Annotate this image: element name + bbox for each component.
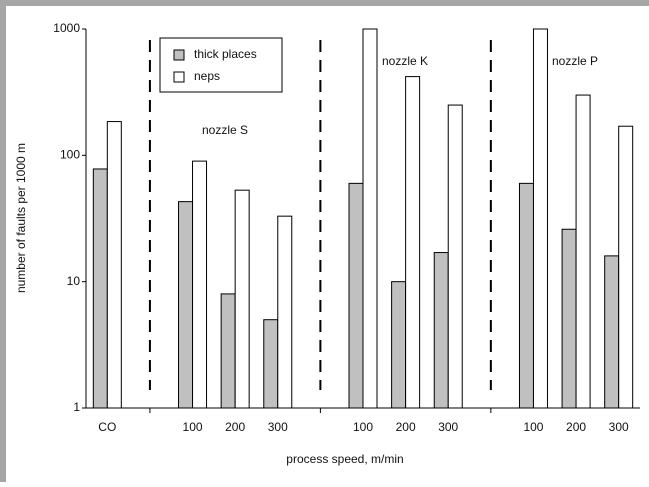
- y-tick-label: 10: [67, 274, 81, 288]
- bar: [220, 293, 236, 409]
- x-tick-label: 100: [523, 420, 543, 434]
- x-tick-label: 300: [438, 420, 458, 434]
- bar: [447, 104, 463, 409]
- x-tick-label: 200: [225, 420, 245, 434]
- legend-swatch: [173, 71, 185, 83]
- bar: [604, 255, 620, 409]
- frame-top: [0, 0, 649, 6]
- legend-swatch: [173, 49, 185, 61]
- bar: [348, 182, 364, 409]
- bar: [405, 76, 421, 409]
- bar: [178, 201, 194, 409]
- bar: [277, 215, 293, 409]
- bar: [106, 121, 122, 409]
- y-tick-label: 100: [60, 148, 80, 162]
- y-tick-label: 1: [73, 400, 80, 414]
- group-label: nozzle K: [382, 54, 428, 68]
- group-label: nozzle S: [202, 123, 248, 137]
- legend-label: thick places: [194, 47, 257, 61]
- x-tick-label: CO: [98, 420, 116, 434]
- x-tick-label: 100: [353, 420, 373, 434]
- bar: [192, 160, 208, 409]
- bar: [263, 319, 279, 409]
- y-axis-label: number of faults per 1000 m: [14, 143, 28, 293]
- x-tick-label: 100: [183, 420, 203, 434]
- x-tick-label: 200: [396, 420, 416, 434]
- legend-label: neps: [194, 69, 220, 83]
- bar: [234, 189, 250, 409]
- x-tick-label: 200: [566, 420, 586, 434]
- legend: [159, 37, 283, 93]
- x-tick-label: 300: [609, 420, 629, 434]
- x-tick-label: 300: [268, 420, 288, 434]
- frame-left: [0, 0, 6, 482]
- bar: [518, 182, 534, 409]
- bar: [92, 168, 108, 409]
- x-axis-label: process speed, m/min: [286, 452, 403, 466]
- bar: [532, 28, 548, 409]
- bar: [391, 281, 407, 409]
- bar: [618, 125, 634, 409]
- group-label: nozzle P: [552, 54, 598, 68]
- y-tick-label: 1000: [53, 21, 80, 35]
- bar: [362, 28, 378, 409]
- bar: [433, 252, 449, 409]
- bar: [575, 94, 591, 409]
- bar: [561, 228, 577, 409]
